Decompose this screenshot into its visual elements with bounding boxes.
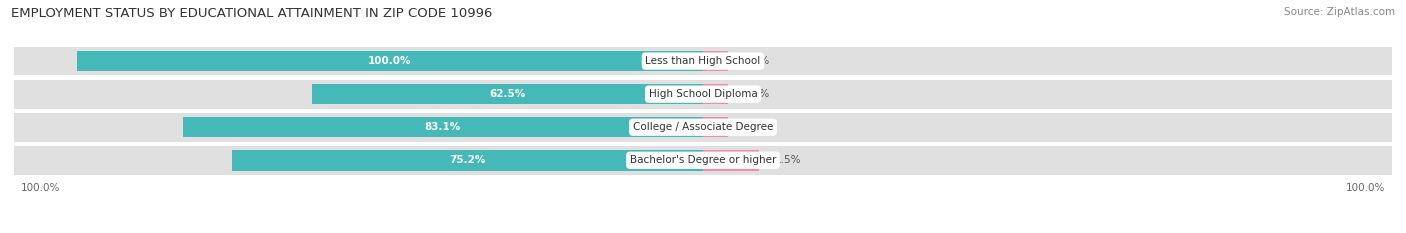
Bar (14, 113, 1392, 142)
Text: 0.0%: 0.0% (744, 89, 770, 99)
Text: EMPLOYMENT STATUS BY EDUCATIONAL ATTAINMENT IN ZIP CODE 10996: EMPLOYMENT STATUS BY EDUCATIONAL ATTAINM… (11, 7, 492, 20)
Text: 100.0%: 100.0% (368, 56, 412, 66)
Text: 100.0%: 100.0% (20, 183, 59, 193)
Bar (14, 47, 1392, 75)
Text: 75.2%: 75.2% (450, 155, 485, 165)
Text: 0.0%: 0.0% (744, 56, 770, 66)
Bar (183, 117, 703, 137)
Text: 0.0%: 0.0% (744, 122, 770, 132)
Bar (703, 51, 728, 71)
Text: High School Diploma: High School Diploma (648, 89, 758, 99)
Text: 1.5%: 1.5% (775, 155, 801, 165)
Bar (14, 146, 1392, 175)
Text: 83.1%: 83.1% (425, 122, 461, 132)
Text: 100.0%: 100.0% (1347, 183, 1386, 193)
Bar (703, 150, 759, 171)
Bar (703, 84, 728, 104)
Bar (312, 84, 703, 104)
Bar (14, 80, 1392, 109)
Text: Source: ZipAtlas.com: Source: ZipAtlas.com (1284, 7, 1395, 17)
Bar (77, 51, 703, 71)
Text: Bachelor's Degree or higher: Bachelor's Degree or higher (630, 155, 776, 165)
Text: Less than High School: Less than High School (645, 56, 761, 66)
Bar (703, 117, 728, 137)
Text: College / Associate Degree: College / Associate Degree (633, 122, 773, 132)
Text: 62.5%: 62.5% (489, 89, 526, 99)
Bar (232, 150, 703, 171)
